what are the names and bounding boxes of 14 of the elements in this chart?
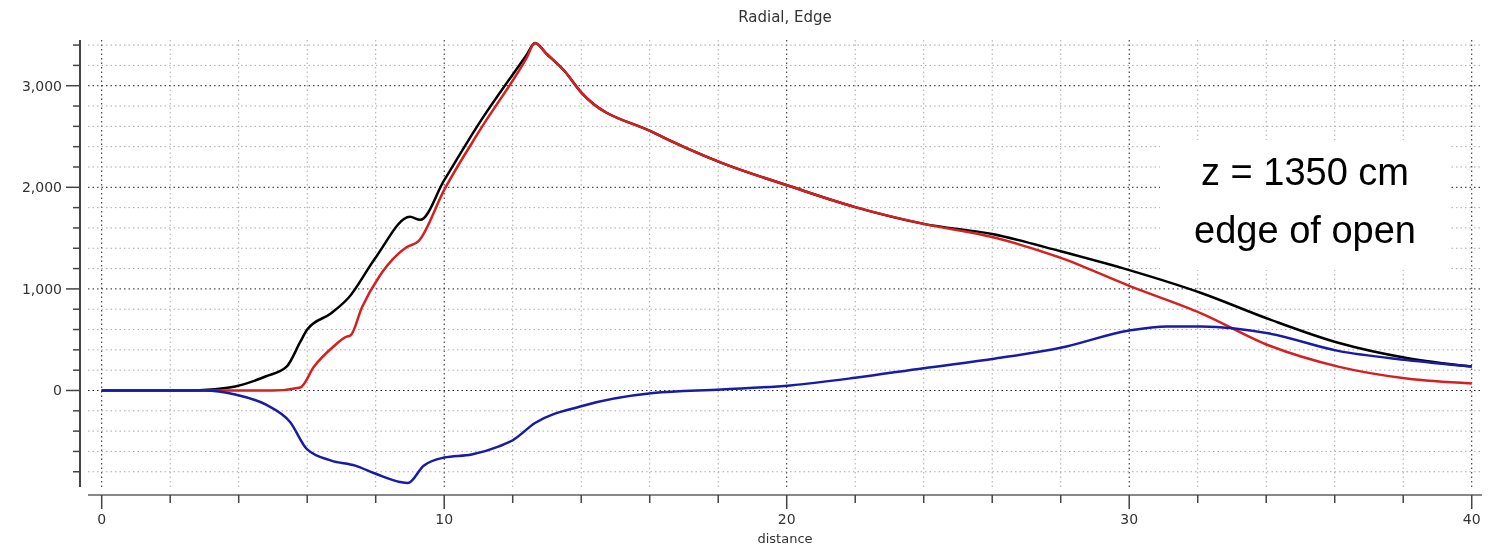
y-tick-label: 3,000: [21, 77, 62, 94]
y-tick-label: 2,000: [21, 179, 62, 196]
x-axis-title: distance: [757, 531, 813, 546]
line-series: [100, 325, 1473, 485]
annotation: z = 1350 cm: [1200, 151, 1410, 193]
x-tick-label: 30: [1120, 511, 1139, 527]
y-tick-label: 0: [53, 382, 62, 399]
y-tick-label: 1,000: [21, 280, 62, 297]
x-tick-label: 10: [435, 511, 454, 527]
x-tick-label: 0: [97, 511, 107, 527]
x-tick-label: 40: [1462, 511, 1481, 527]
x-tick-label: 20: [777, 511, 796, 527]
chart-title: Radial, Edge: [738, 8, 832, 26]
annotation: edge of open: [1194, 209, 1416, 251]
